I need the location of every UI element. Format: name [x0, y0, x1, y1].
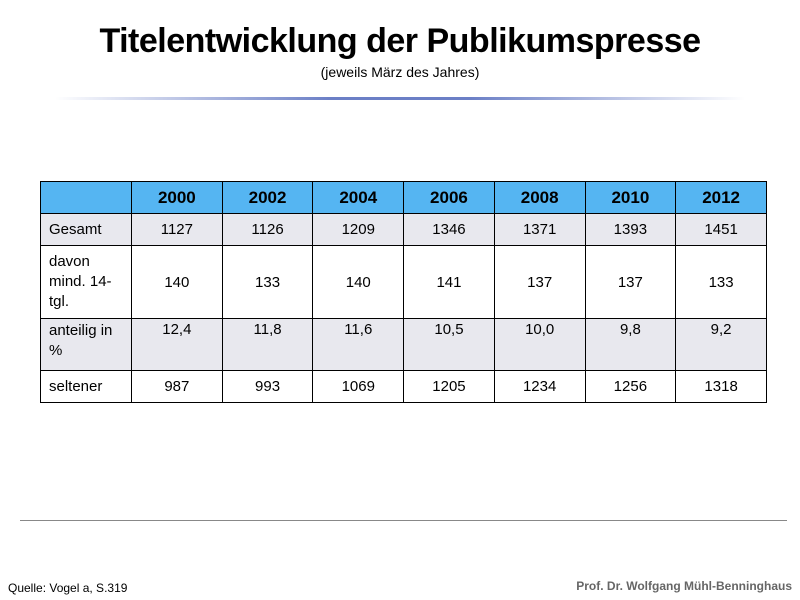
corner-cell [40, 181, 132, 214]
cell: 1126 [221, 213, 314, 246]
cell: 1393 [584, 213, 677, 246]
cell: 11,8 [221, 318, 314, 371]
row-label: seltener [40, 370, 132, 403]
column-header: 2004 [312, 181, 405, 214]
cell: 1346 [403, 213, 495, 246]
column-header: 2012 [675, 181, 767, 214]
cell: 11,6 [312, 318, 405, 371]
cell: 9,2 [675, 318, 767, 371]
slide-subtitle: (jeweils März des Jahres) [320, 64, 480, 80]
column-header: 2006 [403, 181, 495, 214]
cell: 141 [403, 245, 495, 319]
cell: 140 [312, 245, 405, 319]
cell: 1069 [312, 370, 405, 403]
cell: 12,4 [131, 318, 223, 371]
cell: 137 [493, 245, 586, 319]
cell: 133 [675, 245, 767, 319]
cell: 1318 [675, 370, 767, 403]
cell: 1127 [131, 213, 223, 246]
cell: 1371 [493, 213, 586, 246]
cell: 987 [131, 370, 223, 403]
row-label: anteilig in % [40, 318, 132, 371]
divider [20, 520, 787, 521]
cell: 1256 [584, 370, 677, 403]
column-header: 2000 [131, 181, 223, 214]
table-row: davon mind. 14-tgl. 140 133 140 141 137 137 133 [40, 245, 767, 319]
source-note: Quelle: Vogel a, S.319 [8, 581, 128, 595]
divider [55, 97, 745, 100]
cell: 140 [131, 245, 223, 319]
cell: 9,8 [584, 318, 677, 371]
row-label: davon mind. 14-tgl. [40, 245, 132, 319]
cell: 10,5 [403, 318, 495, 371]
cell: 1234 [493, 370, 586, 403]
cell: 10,0 [493, 318, 586, 371]
cell: 993 [221, 370, 314, 403]
cell: 1209 [312, 213, 405, 246]
table-row: anteilig in % 12,4 11,8 11,6 10,5 10,0 9,8 9,2 [40, 318, 767, 371]
author: Prof. Dr. Wolfgang Mühl-Benninghaus [576, 579, 792, 593]
cell: 1205 [403, 370, 495, 403]
cell: 133 [221, 245, 314, 319]
table-row: seltener 987 993 1069 1205 1234 1256 1318 [40, 370, 767, 403]
data-table: 2000 2002 2004 2006 2008 2010 2012 Gesamt 1127 1… [40, 181, 767, 403]
cell: 137 [584, 245, 677, 319]
column-header: 2008 [493, 181, 586, 214]
table-row: Gesamt 1127 1126 1209 1346 1371 1393 1451 [40, 213, 767, 246]
column-header: 2002 [221, 181, 314, 214]
column-header: 2010 [584, 181, 677, 214]
header-row: 2000 2002 2004 2006 2008 2010 2012 [40, 181, 767, 214]
row-label: Gesamt [40, 213, 132, 246]
cell: 1451 [675, 213, 767, 246]
slide-title: Titelentwicklung der Publikumspresse [99, 22, 701, 60]
